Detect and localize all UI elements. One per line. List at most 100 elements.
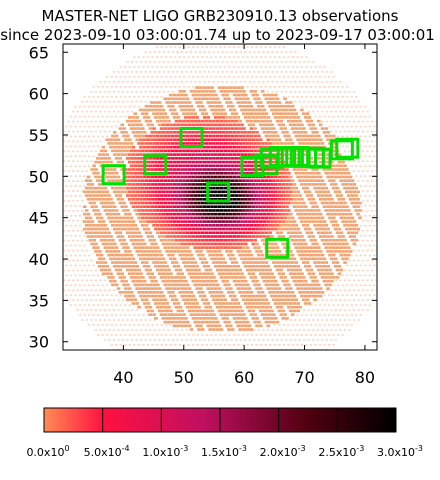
probability-tile (316, 268, 321, 272)
sky-tile-faint (348, 150, 351, 153)
sky-tile-faint (117, 299, 120, 301)
probability-tile (352, 220, 357, 223)
probability-tile (294, 246, 299, 249)
sky-tile-faint (359, 135, 363, 138)
sky-tile-faint (318, 76, 322, 78)
sky-tile-faint (375, 150, 377, 153)
probability-tile (227, 171, 231, 175)
sky-tile-faint (366, 210, 369, 212)
probability-tile (290, 186, 295, 190)
sky-tile-faint (67, 140, 70, 143)
sky-tile-faint (76, 239, 79, 242)
sky-tile-faint (296, 314, 299, 316)
probability-tile (174, 224, 179, 227)
sky-tile-faint (103, 130, 107, 133)
colorbar-label-exponent: -4 (122, 444, 130, 453)
probability-tile (146, 227, 151, 231)
probability-tile (161, 264, 166, 268)
probability-tile (206, 287, 211, 290)
probability-tile (155, 209, 160, 212)
probability-tile (182, 291, 186, 294)
probability-tile (303, 227, 308, 231)
sky-tile-faint (121, 110, 125, 113)
sky-tile-faint (359, 254, 363, 257)
probability-tile (215, 164, 220, 168)
probability-tile (172, 145, 177, 149)
sky-tile-faint (382, 275, 384, 277)
probability-tile (230, 305, 235, 309)
sky-tile-faint (198, 339, 202, 341)
probability-tile (245, 142, 250, 145)
sky-tile-faint (370, 130, 374, 133)
probability-tile (88, 194, 93, 197)
probability-tile (197, 291, 201, 294)
probability-tile (275, 246, 280, 249)
probability-tile (169, 279, 173, 283)
sky-tile-faint (303, 81, 306, 83)
probability-tile (200, 119, 205, 123)
sky-tile-faint (74, 215, 77, 217)
probability-tile (251, 168, 256, 171)
probability-tile (249, 328, 254, 331)
probability-tile (105, 168, 110, 171)
sky-tile-faint (309, 304, 313, 306)
sky-tile-faint (69, 284, 73, 287)
probability-tile (101, 145, 106, 149)
sky-tile-faint (94, 289, 98, 292)
probability-tile (174, 201, 179, 205)
probability-tile (126, 119, 130, 123)
probability-tile (277, 250, 282, 253)
probability-tile (343, 186, 347, 190)
probability-tile (195, 116, 199, 119)
probability-tile (292, 235, 297, 238)
probability-tile (86, 227, 91, 231)
probability-tile (238, 164, 242, 168)
sky-tile-faint (205, 76, 209, 78)
probability-tile (111, 186, 115, 190)
probability-tile (161, 212, 166, 216)
probability-tile (122, 134, 126, 138)
probability-tile (174, 283, 179, 287)
sky-tile-faint (110, 324, 113, 326)
sky-tile-faint (69, 115, 73, 118)
probability-tile (315, 212, 319, 216)
probability-tile (167, 313, 171, 316)
sky-tile-faint (287, 56, 290, 58)
probability-tile (197, 104, 201, 108)
sky-tile-faint (124, 105, 127, 108)
probability-tile (311, 272, 315, 276)
sky-tile-faint (110, 76, 113, 78)
probability-tile (127, 168, 132, 171)
sky-tile-faint (69, 224, 73, 227)
sky-tile-faint (380, 240, 382, 242)
sky-tile-faint (85, 289, 89, 292)
probability-tile (309, 268, 314, 272)
probability-tile (217, 145, 222, 149)
probability-tile (219, 119, 224, 123)
sky-tile-faint (370, 229, 374, 232)
sky-tile-faint (216, 339, 220, 341)
sky-tile-faint (323, 344, 326, 346)
probability-tile (247, 130, 252, 134)
sky-tile-faint (101, 314, 104, 316)
probability-tile (232, 317, 237, 320)
sky-tile-faint (137, 334, 141, 336)
sky-tile-faint (346, 284, 349, 287)
sky-tile-faint (201, 46, 204, 48)
probability-tile (200, 112, 205, 115)
probability-tile (348, 197, 353, 201)
probability-tile (273, 250, 278, 253)
probability-tile (111, 201, 115, 205)
probability-tile (272, 201, 276, 205)
probability-tile (199, 197, 203, 201)
probability-tile (330, 279, 334, 283)
probability-tile (245, 261, 250, 264)
probability-tile (318, 153, 323, 156)
sky-tile-faint (282, 324, 286, 326)
probability-tile (135, 250, 140, 253)
probability-tile (247, 324, 252, 328)
sky-tile-faint (314, 76, 317, 78)
probability-tile (178, 238, 183, 242)
sky-tile-faint (65, 274, 68, 277)
sky-tile-faint (368, 175, 372, 177)
